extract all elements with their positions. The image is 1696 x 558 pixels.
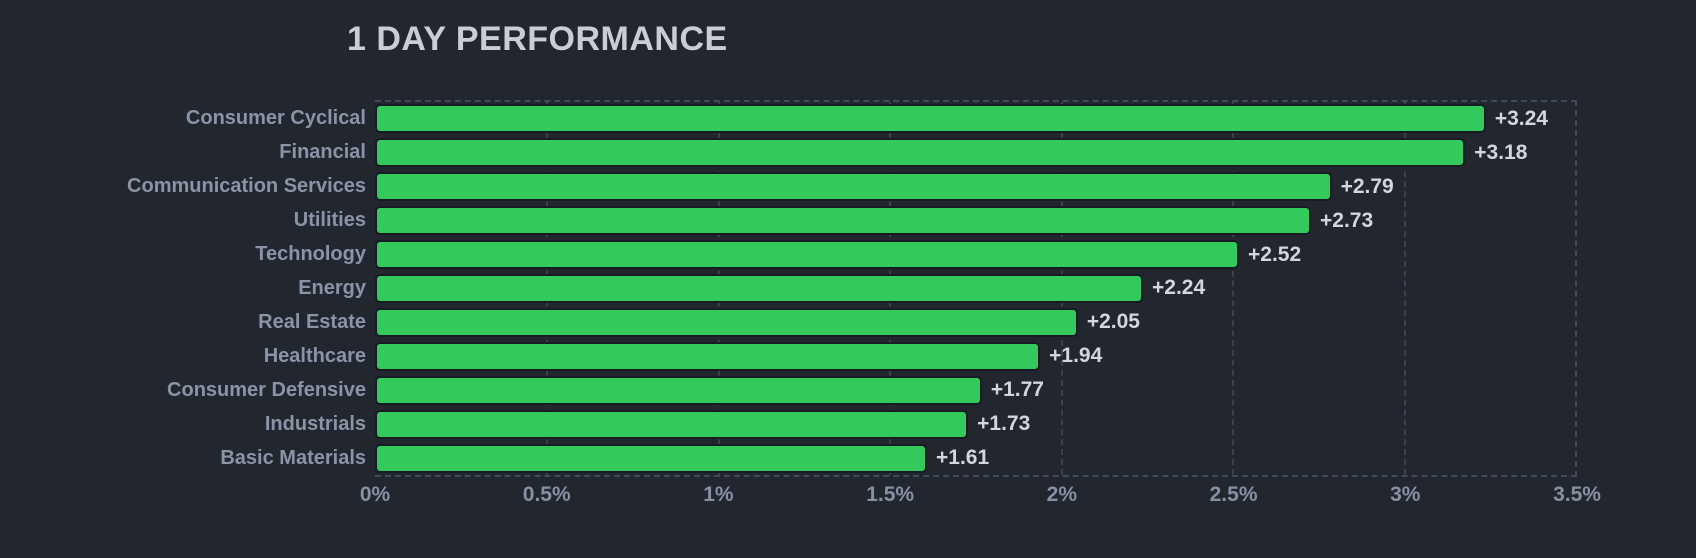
bar-value-label: +1.94 — [1049, 344, 1103, 368]
bar-row: Energy +2.24 — [298, 273, 1575, 303]
performance-bar — [375, 409, 969, 439]
bar-row: Healthcare +1.94 — [264, 341, 1575, 371]
performance-bar — [375, 375, 982, 405]
x-tick-label: 2.5% — [1209, 483, 1258, 506]
plot-area: Consumer Cyclical +3.24 Financial +3.18 Comm… — [127, 100, 1577, 477]
performance-bar — [375, 240, 1239, 270]
x-tick-label: 1% — [703, 483, 734, 506]
bar-value-label: +3.24 — [1494, 106, 1548, 130]
x-tick-label: 0.5% — [522, 483, 571, 506]
category-label: Healthcare — [263, 344, 366, 367]
x-axis: 0% 0.5% 1% 1.5% 2% 2.5% 3% 3.5% — [360, 483, 1601, 523]
category-label: Industrials — [264, 412, 366, 435]
bar-row: Communication Services +2.79 — [127, 172, 1575, 202]
bar-row: Consumer Cyclical +3.24 — [186, 104, 1575, 134]
bar-row: Real Estate +2.05 — [258, 307, 1575, 337]
bar-rows: Consumer Cyclical +3.24 Financial +3.18 Comm… — [127, 102, 1575, 475]
bar-value-label: +1.73 — [977, 412, 1031, 436]
performance-bar — [375, 104, 1486, 134]
bar-row: Technology +2.52 — [255, 240, 1575, 270]
category-label: Consumer Cyclical — [185, 107, 366, 130]
bar-row: Basic Materials +1.61 — [220, 443, 1575, 473]
bar-row: Industrials +1.73 — [265, 409, 1575, 439]
x-tick-label: 3.5% — [1553, 483, 1601, 506]
category-label: Real Estate — [258, 310, 366, 333]
performance-bar — [375, 206, 1311, 236]
x-tick-label: 0% — [359, 483, 391, 506]
x-tick-label: 1.5% — [866, 483, 915, 506]
category-label: Technology — [255, 243, 366, 266]
category-label: Consumer Defensive — [167, 378, 366, 401]
performance-bar — [375, 443, 927, 473]
bar-value-label: +1.77 — [990, 378, 1044, 402]
category-label: Utilities — [293, 209, 366, 232]
performance-bar — [375, 138, 1466, 168]
bar-value-label: +1.61 — [936, 446, 990, 470]
performance-bar — [375, 307, 1078, 337]
bar-row: Utilities +2.73 — [294, 206, 1575, 236]
bar-value-label: +3.18 — [1474, 140, 1528, 164]
category-label: Financial — [279, 141, 366, 164]
category-label: Energy — [298, 276, 366, 299]
bar-value-label: +2.79 — [1340, 174, 1394, 198]
bar-value-label: +2.05 — [1086, 310, 1140, 334]
category-label: Communication Services — [127, 175, 366, 198]
category-label: Basic Materials — [220, 446, 366, 469]
gridline — [1403, 102, 1406, 475]
chart-title: 1 DAY PERFORMANCE — [347, 20, 728, 58]
bar-value-label: +2.73 — [1320, 208, 1374, 232]
performance-bar — [375, 172, 1332, 202]
gridline — [1232, 102, 1235, 475]
bar-value-label: +2.52 — [1248, 242, 1302, 266]
bar-row: Financial +3.18 — [279, 138, 1575, 168]
performance-bar — [375, 341, 1041, 371]
bar-value-label: +2.24 — [1152, 276, 1206, 300]
bar-row: Consumer Defensive +1.77 — [167, 375, 1575, 405]
x-tick-label: 3% — [1390, 483, 1421, 506]
performance-bar — [375, 273, 1143, 303]
x-tick-label: 2% — [1046, 483, 1078, 506]
